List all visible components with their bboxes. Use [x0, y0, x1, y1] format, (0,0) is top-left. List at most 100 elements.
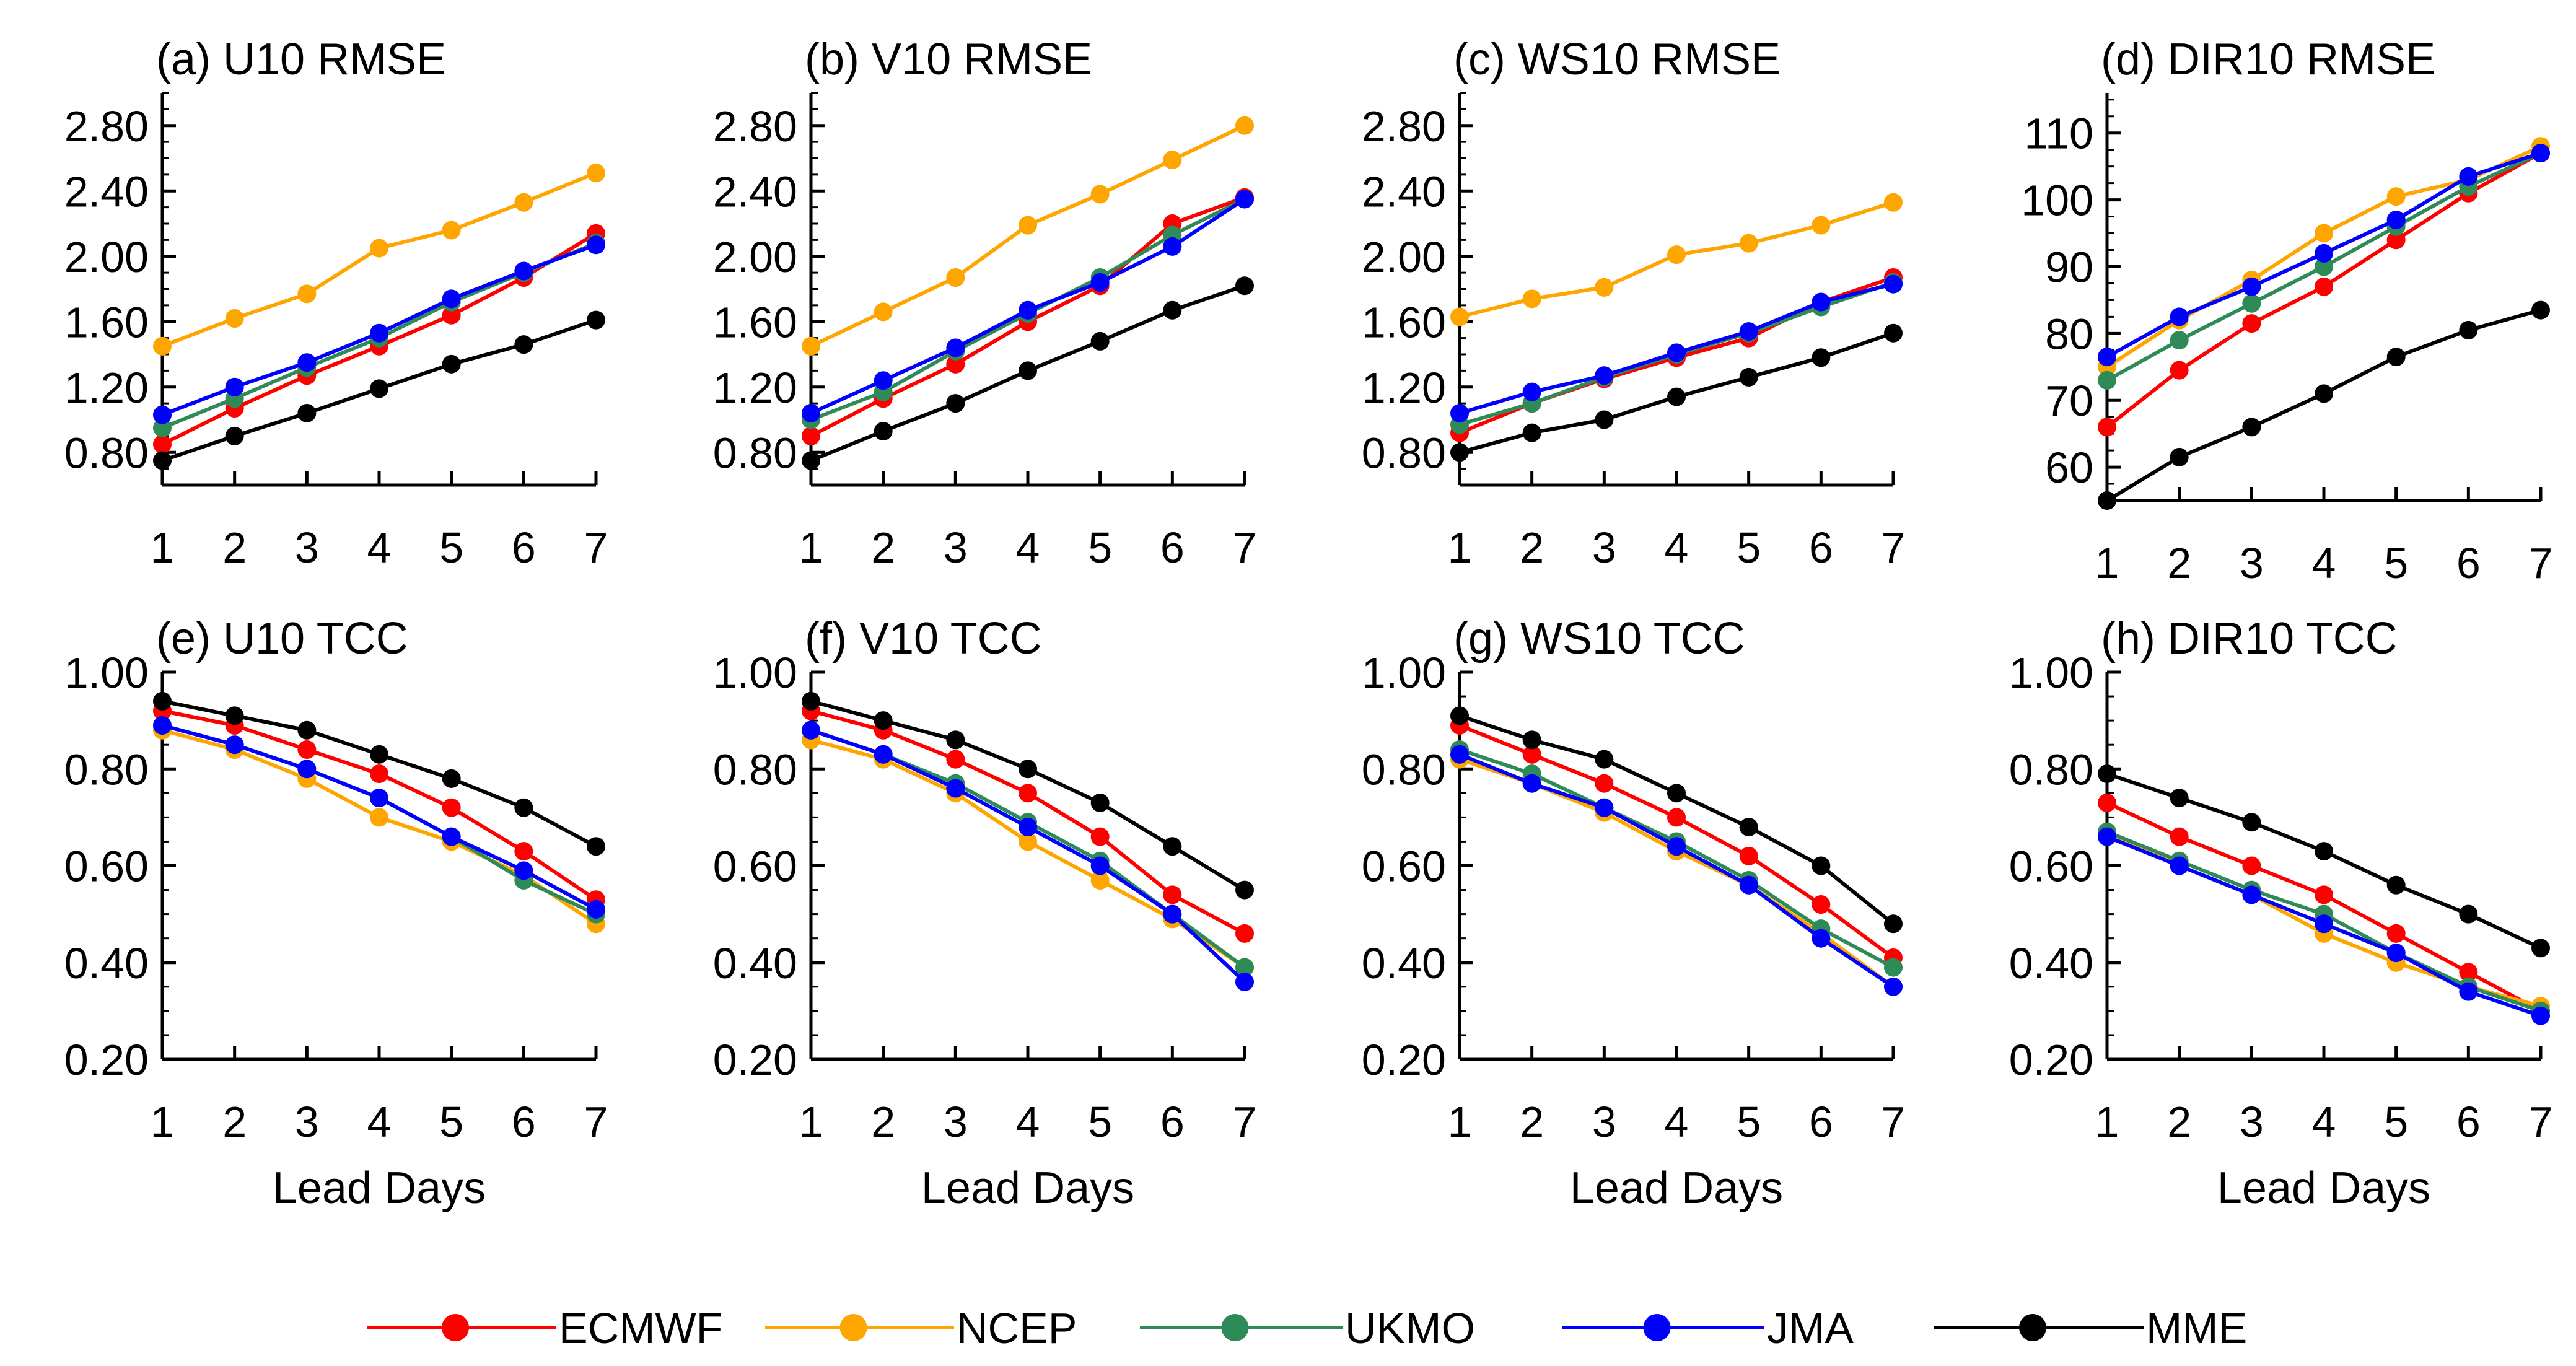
data-point-mme	[874, 711, 893, 730]
data-point-mme	[1667, 784, 1686, 803]
data-point-mme	[1235, 276, 1254, 296]
data-point-ukmo	[1884, 958, 1903, 977]
y-tick-label: 0.20	[64, 1036, 149, 1084]
data-point-mme	[946, 730, 965, 750]
data-point-ecmwf	[1522, 745, 1541, 764]
data-point-mme	[2170, 447, 2189, 466]
x-tick-label: 3	[2240, 539, 2264, 587]
data-point-mme	[1884, 323, 1903, 343]
x-tick-label: 6	[512, 523, 536, 572]
data-point-ncep	[153, 336, 172, 356]
data-point-jma	[442, 827, 461, 846]
y-tick-label: 1.00	[1362, 649, 1446, 697]
data-point-jma	[2531, 1006, 2550, 1025]
data-point-ecmwf	[2242, 314, 2261, 333]
data-point-jma	[2531, 144, 2550, 163]
data-point-jma	[1739, 322, 1758, 341]
data-point-jma	[1450, 403, 1469, 422]
legend-marker-jma	[1643, 1314, 1671, 1341]
data-point-ncep	[1595, 278, 1614, 297]
data-point-mme	[802, 691, 820, 711]
data-point-ncep	[1812, 216, 1831, 235]
data-point-ecmwf	[1163, 885, 1182, 904]
data-point-jma	[1812, 292, 1831, 312]
data-point-ecmwf	[2170, 827, 2189, 846]
data-point-ecmwf	[2459, 963, 2478, 982]
y-tick-label: 0.60	[1362, 843, 1446, 891]
data-point-mme	[1090, 331, 1110, 351]
data-point-jma	[802, 720, 820, 740]
x-tick-label: 5	[439, 523, 463, 572]
data-point-ncep	[514, 193, 533, 212]
y-tick-label: 0.80	[2009, 745, 2093, 794]
data-point-ecmwf	[442, 305, 461, 325]
x-tick-label: 1	[151, 523, 175, 572]
data-point-ncep	[2386, 187, 2406, 206]
data-point-ncep	[1163, 151, 1182, 170]
data-point-ncep	[1019, 216, 1037, 235]
y-tick-label: 0.20	[713, 1036, 797, 1084]
data-point-jma	[946, 779, 965, 798]
data-point-jma	[1812, 929, 1831, 948]
y-tick-label: 1.20	[64, 364, 149, 412]
x-tick-label: 2	[871, 1098, 895, 1146]
chart-panel-1: (b) V10 RMSE 0.80 1.20 1.60 2.00 2.40 2.80 1 2 3 4…	[713, 35, 1257, 572]
x-tick-label: 1	[2095, 539, 2119, 587]
data-point-ecmwf	[946, 354, 965, 374]
panel-title: (d) DIR10 RMSE	[2101, 35, 2435, 84]
data-point-jma	[874, 371, 893, 390]
data-point-jma	[2459, 167, 2478, 186]
chart-panel-0: (a) U10 RMSE 0.80 1.20 1.60 2.00 2.40 2.80 1 2 3 4…	[64, 35, 608, 572]
data-point-jma	[1090, 273, 1110, 292]
data-point-mme	[225, 706, 244, 725]
y-tick-label: 1.20	[713, 364, 797, 412]
data-point-mme	[2531, 300, 2550, 320]
data-point-ncep	[442, 221, 461, 240]
data-point-mme	[1667, 387, 1686, 406]
legend-marker-mme	[2019, 1314, 2046, 1341]
legend-marker-ncep	[839, 1314, 867, 1341]
data-point-ecmwf	[946, 750, 965, 769]
x-tick-label: 7	[1233, 523, 1257, 572]
legend-label-ncep: NCEP	[957, 1304, 1077, 1352]
x-tick-label: 1	[2095, 1098, 2119, 1146]
data-point-mme	[587, 310, 605, 330]
data-point-jma	[587, 900, 605, 919]
data-point-ecmwf	[1090, 827, 1110, 846]
data-point-ecmwf	[1739, 846, 1758, 865]
y-tick-label: 2.80	[713, 102, 797, 151]
y-tick-label: 0.60	[713, 843, 797, 891]
data-point-mme	[1812, 348, 1831, 367]
data-point-ecmwf	[802, 426, 820, 445]
y-tick-label: 100	[2021, 177, 2093, 225]
x-tick-label: 7	[2529, 539, 2553, 587]
y-tick-label: 2.40	[1362, 167, 1446, 216]
data-point-jma	[1019, 300, 1037, 320]
data-point-jma	[1595, 798, 1614, 817]
data-point-mme	[442, 769, 461, 788]
x-tick-label: 6	[512, 1098, 536, 1146]
data-point-ukmo	[2098, 370, 2116, 390]
data-point-mme	[2459, 904, 2478, 924]
data-point-ncep	[874, 302, 893, 322]
data-point-jma	[2242, 885, 2261, 904]
data-point-ukmo	[2315, 257, 2333, 276]
x-tick-label: 3	[1592, 523, 1616, 572]
chart-panel-4: (e) U10 TCC 0.20 0.40 0.60 0.80 1.00 1 2 3 4 5 6 7 Le…	[64, 614, 608, 1213]
x-tick-label: 2	[2167, 1098, 2191, 1146]
y-tick-label: 0.80	[1362, 429, 1446, 477]
x-tick-label: 5	[1088, 1098, 1112, 1146]
x-tick-label: 7	[584, 523, 608, 572]
data-point-ncep	[587, 164, 605, 183]
data-point-jma	[1235, 973, 1254, 991]
y-tick-label: 0.40	[1362, 939, 1446, 987]
data-point-ncep	[1667, 245, 1686, 265]
y-tick-label: 2.00	[64, 233, 149, 281]
data-point-ecmwf	[370, 764, 388, 784]
y-tick-label: 1.60	[1362, 298, 1446, 346]
x-tick-label: 6	[1809, 1098, 1833, 1146]
x-tick-label: 4	[367, 523, 392, 572]
x-tick-label: 3	[944, 523, 968, 572]
x-axis-title: Lead Days	[1570, 1163, 1783, 1213]
legend-marker-ecmwf	[442, 1314, 469, 1341]
